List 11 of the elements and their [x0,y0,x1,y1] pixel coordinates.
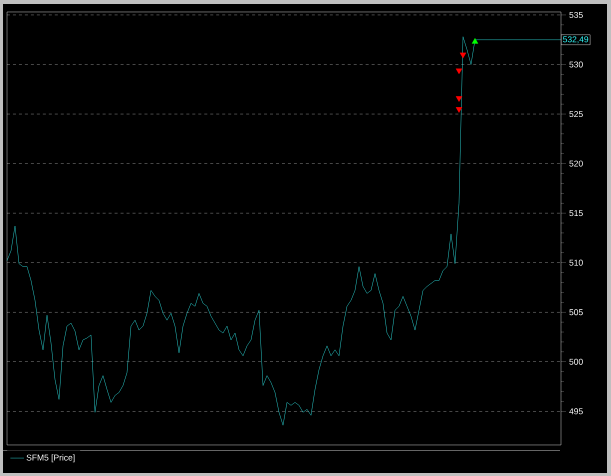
y-tick-label: 495 [569,408,583,414]
y-tick-label: 520 [569,160,583,167]
legend-label: SFM5 [Price] [26,454,75,462]
y-tick-label: 510 [569,260,583,266]
y-tick-label: 515 [569,210,583,216]
y-tick-label: 530 [569,62,583,68]
y-tick-label: 500 [569,358,583,365]
y-tick-label: 525 [569,111,583,118]
y-tick-label: 535 [569,12,583,18]
ref-line-label: 532,49 [563,36,588,44]
y-tick-label: 505 [569,309,583,316]
